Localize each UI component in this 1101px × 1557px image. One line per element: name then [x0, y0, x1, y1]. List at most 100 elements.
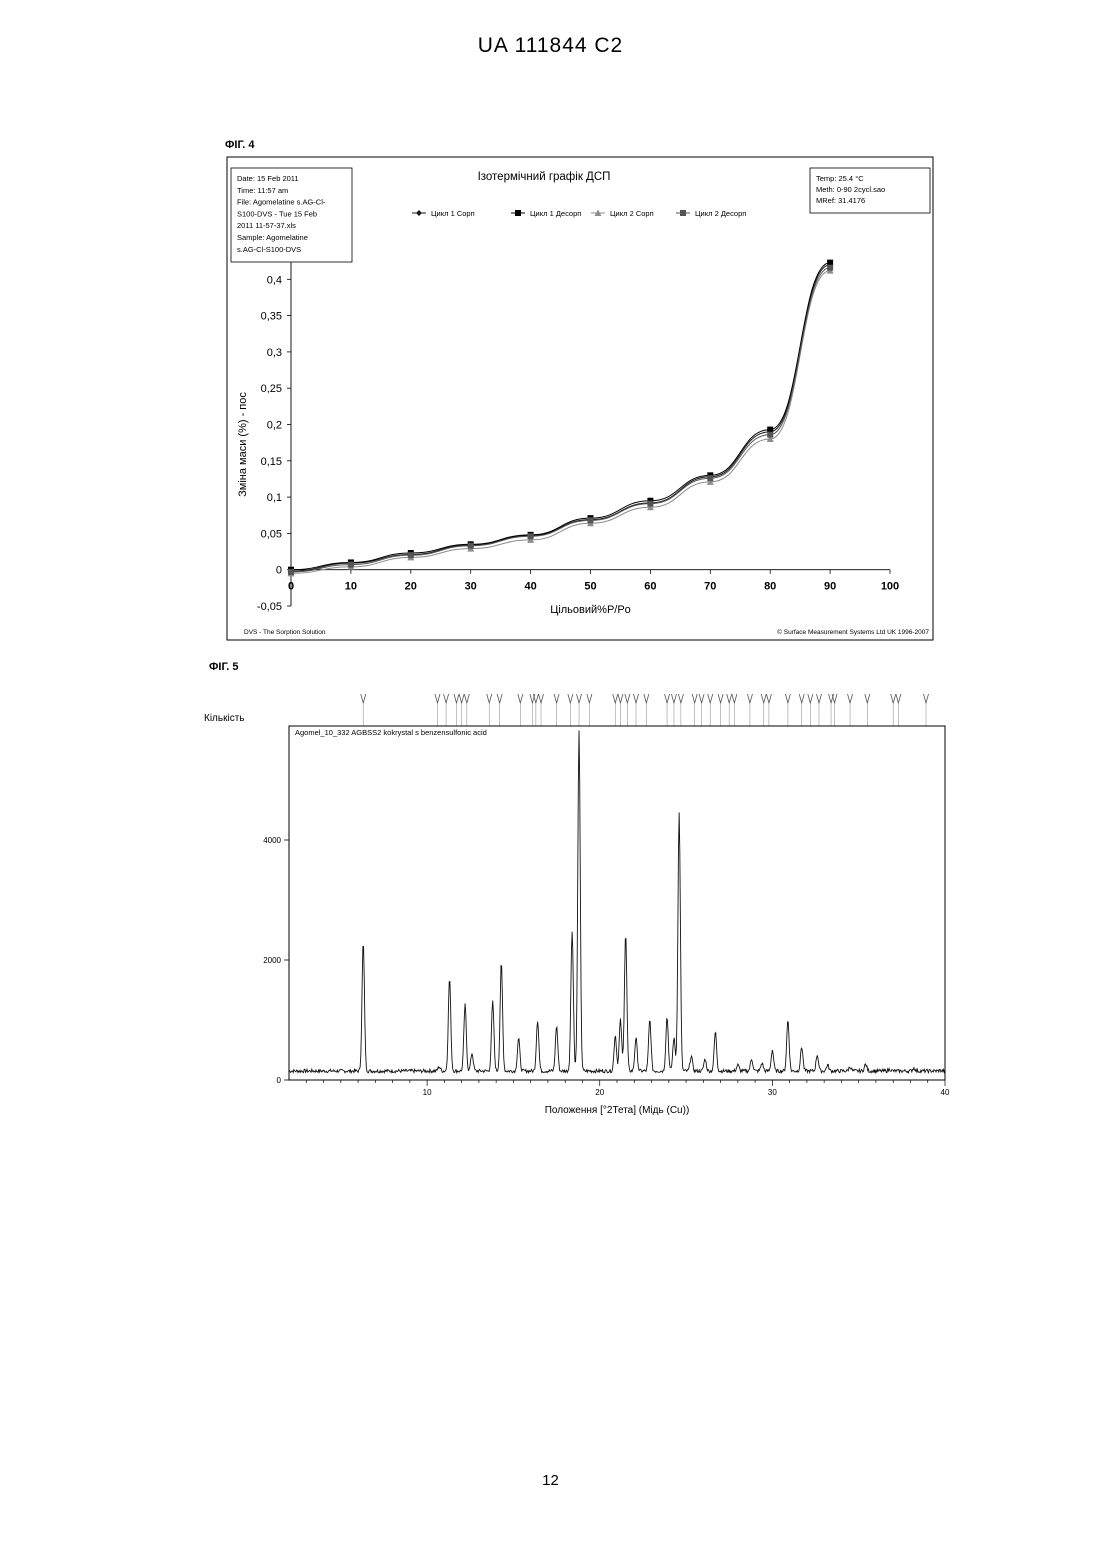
fig4-x-tick-label: 10: [345, 581, 357, 593]
fig4-ylabel: Зміна маси (%) - пос: [237, 392, 249, 497]
fig4-x-tick-label: 90: [824, 581, 836, 593]
fig5-reference-marker: [530, 694, 535, 703]
fig5-ylabel: Кількість: [204, 713, 244, 724]
fig4-x-tick-label: 20: [405, 581, 417, 593]
fig4-point-3: [647, 501, 653, 507]
fig5-reference-marker: [568, 694, 573, 703]
fig4-isotherm-chart: Ізотермічний графік ДСП Цикл 1 СорпЦикл …: [226, 156, 936, 642]
fig4-title: Ізотермічний графік ДСП: [478, 171, 611, 183]
fig4-x-tick-label: 0: [288, 581, 294, 593]
fig5-x-tick-label: 40: [941, 1088, 950, 1097]
fig5-reference-marker: [435, 694, 440, 703]
fig4-x-tick-label: 70: [704, 581, 716, 593]
fig5-xrd-chart: Кількість 0 2000 4000 10 20 30 40 Положення [°2…: [196, 686, 956, 1122]
fig4-info-right-line: MRef: 31.4176: [816, 196, 865, 205]
fig5-reference-marker: [747, 694, 752, 703]
fig5-reference-marker: [618, 694, 623, 703]
fig5-reference-marker: [454, 694, 459, 703]
fig5-reference-marker: [708, 694, 713, 703]
fig5-y-tick-label: 0: [277, 1076, 282, 1085]
fig4-y-tick-label: 0: [276, 565, 282, 577]
fig5-reference-marker: [924, 694, 929, 703]
fig4-info-right-line: Temp: 25.4 °C: [816, 174, 864, 183]
fig4-x-tick-label: 80: [764, 581, 776, 593]
fig4-info-left-line: Sample: Agomelatine: [237, 233, 308, 242]
fig5-reference-marker: [829, 694, 834, 703]
fig5-reference-marker: [848, 694, 853, 703]
fig5-reference-marker: [587, 694, 592, 703]
fig5-x-tick-label: 30: [768, 1088, 777, 1097]
fig4-x-tick-label: 100: [881, 581, 899, 593]
fig4-y-tick-label: 0,2: [267, 420, 282, 432]
fig4-y-tick-label: 0,4: [267, 274, 282, 286]
fig4-point-3: [288, 569, 294, 575]
fig5-reference-marker: [487, 694, 492, 703]
fig5-reference-marker: [785, 694, 790, 703]
fig5-reference-marker: [444, 694, 449, 703]
fig4-y-tick-label: 0,05: [261, 528, 282, 540]
fig5-reference-marker: [361, 694, 366, 703]
fig5-reference-marker: [665, 694, 670, 703]
fig5-reference-marker: [816, 694, 821, 703]
fig4-x-tick-label: 40: [524, 581, 536, 593]
fig5-frame: [289, 726, 945, 1080]
fig4-legend-marker: [515, 210, 521, 216]
fig4-point-3: [528, 533, 534, 539]
fig5-reference-marker: [613, 694, 618, 703]
fig4-y-tick-label: 0,15: [261, 456, 282, 468]
fig4-info-left-line: File: Agomelatine s.AG-Cl-: [237, 198, 326, 207]
patent-header: UA 111844 C2: [0, 34, 1101, 58]
fig4-y-tick-label: -0,05: [257, 601, 282, 613]
fig4-label: ФІГ. 4: [225, 139, 255, 151]
fig4-y-tick-label: 0,1: [267, 492, 282, 504]
fig5-reference-lines: [361, 694, 929, 726]
fig5-reference-marker: [699, 694, 704, 703]
fig5-reference-marker: [464, 694, 469, 703]
fig5-reference-marker: [732, 694, 737, 703]
fig5-reference-marker: [497, 694, 502, 703]
fig4-legend-label: Цикл 1 Сорп: [431, 209, 475, 218]
fig5-reference-marker: [644, 694, 649, 703]
fig4-info-left-line: Date: 15 Feb 2011: [237, 174, 299, 183]
fig4-legend-label: Цикл 1 Десорп: [530, 209, 581, 218]
fig4-legend-label: Цикл 2 Десорп: [695, 209, 746, 218]
fig4-xlabel: Цільовий%P/Po: [550, 604, 631, 616]
fig5-reference-marker: [625, 694, 630, 703]
fig4-y-tick-label: 0,25: [261, 383, 282, 395]
fig4-legend-label: Цикл 2 Сорп: [610, 209, 654, 218]
fig4-y-tick-label: 0,3: [267, 347, 282, 359]
fig5-reference-marker: [766, 694, 771, 703]
fig5-reference-marker: [799, 694, 804, 703]
fig4-footer-right: © Surface Measurement Systems Ltd UK 199…: [777, 628, 929, 636]
fig4-info-left-line: s.AG-Cl-S100-DVS: [237, 245, 301, 254]
fig5-xlabel: Положення [°2Тета] (Мідь (Cu)): [545, 1105, 690, 1116]
fig5-reference-marker: [692, 694, 697, 703]
fig5-reference-marker: [896, 694, 901, 703]
fig4-x-tick-label: 60: [644, 581, 656, 593]
fig5-x-tick-label: 20: [595, 1088, 604, 1097]
fig4-y-tick-label: 0,35: [261, 311, 282, 323]
fig5-x-tick-label: 10: [423, 1088, 432, 1097]
fig4-point-3: [588, 517, 594, 523]
fig4-info-right-line: Meth: 0-90 2cycl.sao: [816, 185, 885, 194]
fig5-label: ФІГ. 5: [209, 661, 239, 673]
fig4-point-3: [348, 562, 354, 568]
fig5-reference-marker: [577, 694, 582, 703]
fig5-reference-marker: [865, 694, 870, 703]
fig4-point-3: [767, 432, 773, 438]
fig5-y-tick-label: 4000: [263, 836, 281, 845]
fig5-reference-marker: [554, 694, 559, 703]
fig4-point-3: [408, 552, 414, 558]
fig4-x-tick-label: 30: [465, 581, 477, 593]
fig5-reference-marker: [832, 694, 837, 703]
fig4-legend: Цикл 1 Сорп Цикл 1 Десорп Цикл 2 Сорп Цикл …: [412, 209, 746, 218]
fig4-info-left-line: Time: 11:57 am: [237, 186, 288, 195]
fig5-y-tick-label: 2000: [263, 956, 281, 965]
fig5-reference-marker: [459, 694, 464, 703]
fig5-reference-marker: [533, 694, 538, 703]
page-number: 12: [0, 1472, 1101, 1489]
fig4-x-tick-label: 50: [584, 581, 596, 593]
fig4-info-left-line: S100-DVS - Tue 15 Feb: [237, 209, 317, 218]
fig4-point-3: [707, 475, 713, 481]
fig4-info-left-line: 2011 11-57-37.xls: [237, 221, 296, 230]
